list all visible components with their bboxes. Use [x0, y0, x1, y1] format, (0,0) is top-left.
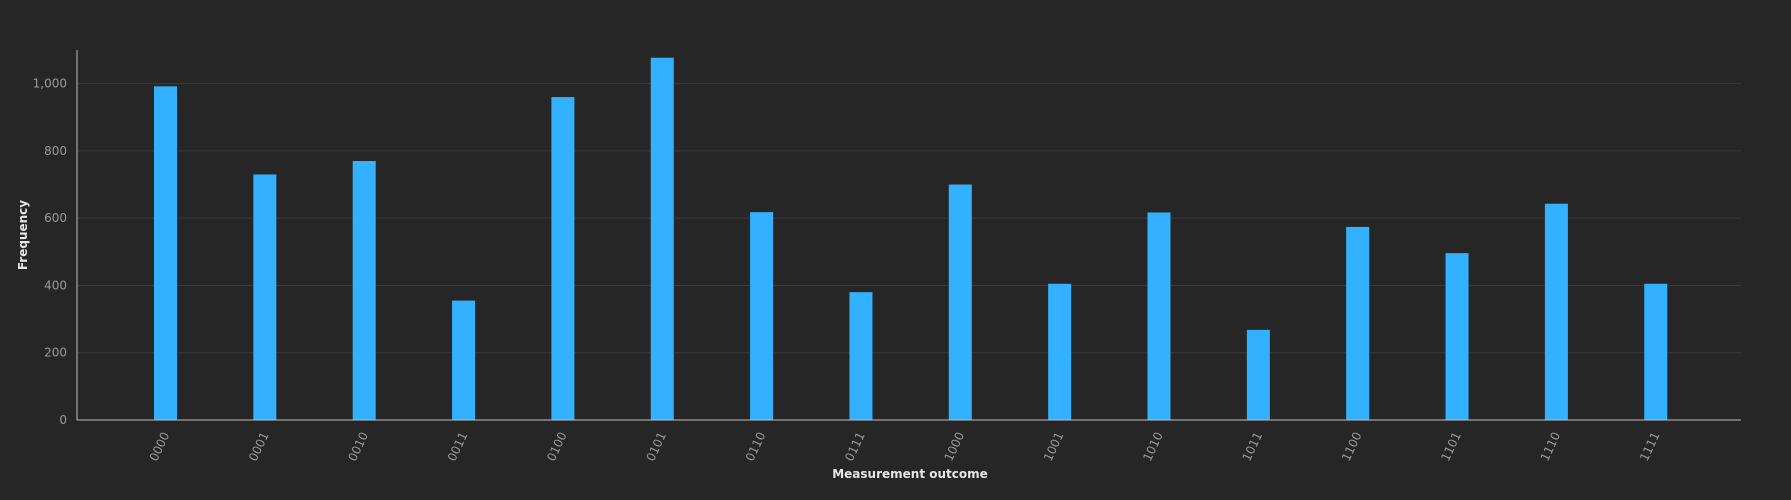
bars [154, 57, 1668, 421]
x-tick-label: 1101 [1438, 430, 1464, 464]
bar-0110 [750, 212, 774, 420]
x-tick-label: 0100 [544, 430, 570, 464]
x-tick-label: 0000 [147, 430, 173, 464]
x-tick-label: 0101 [643, 430, 669, 464]
bar-1100 [1346, 226, 1370, 420]
y-tick-label: 1,000 [33, 77, 67, 91]
bar-0010 [352, 161, 376, 420]
bar-0011 [452, 300, 476, 420]
x-tick-label: 1110 [1538, 430, 1564, 464]
x-tick-label: 1100 [1339, 430, 1365, 464]
bar-1010 [1147, 212, 1171, 420]
x-tick-label: 0001 [246, 430, 272, 464]
bar-1110 [1544, 203, 1568, 420]
bar-0000 [154, 86, 177, 420]
bar-1000 [948, 184, 972, 420]
y-tick-labels: 0 200 400 600 800 1,000 [33, 77, 67, 427]
axes [76, 50, 1741, 421]
x-tick-label: 0010 [345, 430, 371, 464]
bar-1011 [1246, 329, 1270, 420]
bar-1001 [1048, 283, 1072, 420]
y-tick-label: 200 [44, 346, 67, 360]
x-tick-label: 1000 [942, 430, 968, 464]
y-tick-label: 400 [44, 278, 67, 292]
x-tick-label: 1001 [1041, 430, 1067, 464]
y-tick-label: 0 [59, 413, 67, 427]
x-tick-label: 1111 [1637, 430, 1663, 464]
bar-0100 [551, 97, 575, 420]
x-tick-label: 0011 [445, 430, 471, 464]
bar-0001 [253, 174, 277, 420]
bar-1111 [1644, 283, 1668, 420]
bar-0101 [650, 57, 674, 421]
y-axis-title: Frequency [16, 200, 30, 270]
y-tick-label: 600 [44, 211, 67, 225]
x-tick-label: 1011 [1240, 430, 1266, 464]
y-tick-label: 800 [44, 144, 67, 158]
x-tick-labels: 0000 0001 0010 0011 0100 0101 0110 0111 1000 1001… [147, 430, 1663, 464]
bar-1101 [1445, 253, 1469, 420]
x-axis-title: Measurement outcome [832, 467, 988, 481]
grid-lines [77, 83, 1741, 354]
x-tick-label: 0111 [842, 430, 868, 464]
x-tick-label: 0110 [743, 430, 769, 464]
x-tick-label: 1010 [1140, 430, 1166, 464]
bar-0111 [849, 292, 873, 420]
